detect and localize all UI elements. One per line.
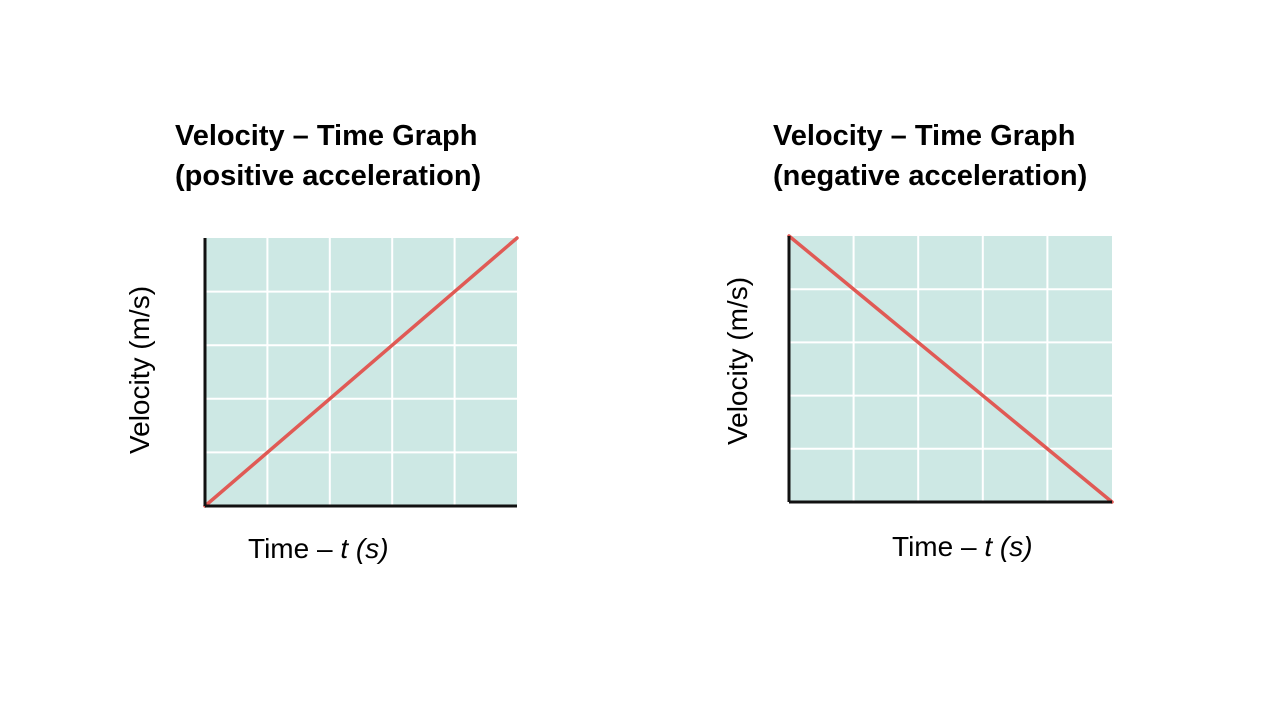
chart-title-line-1: Velocity – Time Graph — [773, 120, 1076, 152]
chart-title-line-1: Velocity – Time Graph — [175, 120, 478, 152]
chart-title-line-2: (negative acceleration) — [773, 160, 1088, 192]
series-line-velocity — [787, 234, 1114, 504]
x-axis-label-italic: t (s) — [984, 531, 1033, 562]
x-axis-label: Time – t (s) — [892, 531, 1033, 563]
x-axis-label-main: Time – — [892, 531, 985, 562]
chart-title: Velocity – Time Graph (negative accelera… — [773, 116, 1087, 196]
x-axis-label: Time – t (s) — [248, 533, 389, 565]
series-line-velocity — [203, 236, 519, 508]
plot-area — [203, 236, 519, 508]
chart-title: Velocity – Time Graph (positive accelera… — [175, 116, 481, 196]
chart-positive-acceleration: Velocity – Time Graph (positive accelera… — [124, 116, 519, 565]
chart-title-line-2: (positive acceleration) — [175, 160, 482, 192]
x-axis-label-main: Time – — [248, 533, 341, 564]
y-axis-label: Velocity (m/s) — [722, 276, 753, 445]
x-axis-label-italic: t (s) — [340, 533, 389, 564]
plot-area — [787, 234, 1114, 504]
